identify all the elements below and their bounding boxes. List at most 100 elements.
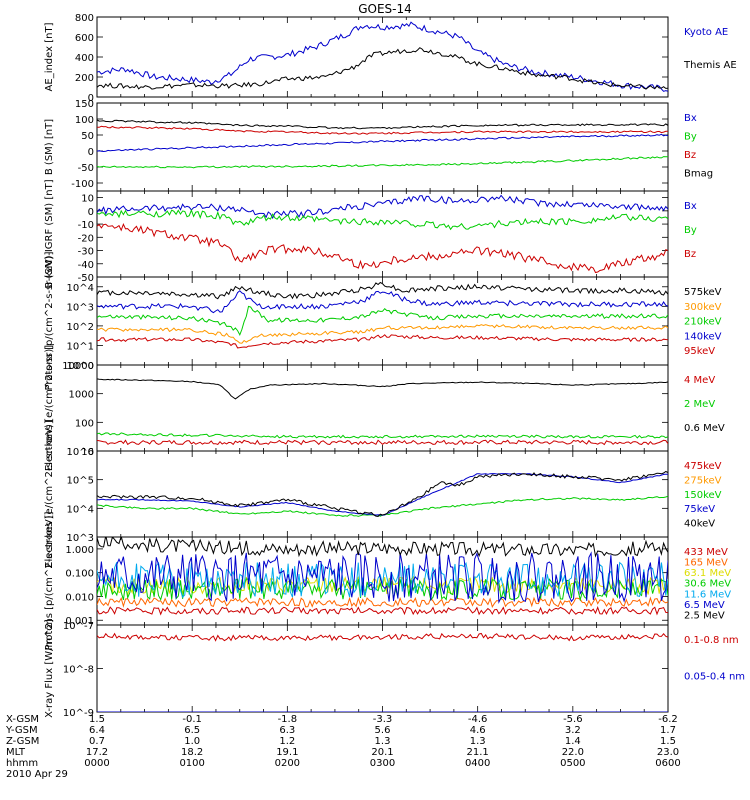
footer-row-label: MLT [6, 747, 26, 758]
footer-value: 0300 [370, 758, 395, 769]
legend-label: 0.1-0.8 nm [684, 635, 739, 646]
footer-value: 0400 [465, 758, 490, 769]
footer-value: 1.3 [470, 736, 486, 747]
series-line [97, 632, 668, 642]
legend-label: 0.6 MeV [684, 423, 725, 434]
legend-label: 6.5 MeV [684, 600, 725, 611]
legend-label: Bx [684, 201, 697, 212]
y-tick-label: 10^-7 [63, 621, 94, 632]
series-line [97, 290, 668, 314]
legend-label: 4 MeV [684, 375, 715, 386]
series-line [97, 495, 668, 517]
y-tick-label: -30 [78, 247, 94, 258]
series-line [97, 208, 668, 231]
y-axis-label: B (SM) [nT] [44, 119, 55, 175]
footer-value: 5.6 [375, 725, 391, 736]
series-line [97, 432, 668, 439]
y-tick-label: 0.100 [65, 569, 94, 580]
y-tick-label: 10^4 [67, 283, 94, 294]
series-line [97, 119, 668, 130]
footer-value: -0.1 [182, 714, 202, 725]
footer-row-label: hhmm [6, 758, 38, 769]
footer-value: 6.4 [89, 725, 105, 736]
y-axis-label: X-ray Flux [W/m^2] [44, 619, 55, 718]
footer-value: 0600 [655, 758, 680, 769]
footer-value: 19.1 [276, 747, 298, 758]
footer-value: 1.0 [184, 736, 200, 747]
y-tick-label: 100 [75, 418, 94, 429]
footer-value: 4.6 [470, 725, 486, 736]
footer-value: 3.2 [565, 725, 581, 736]
panel-frame [96, 102, 669, 192]
footer-value: -5.6 [563, 714, 583, 725]
y-tick-label: 10000 [62, 361, 94, 372]
footer-value: -1.8 [278, 714, 298, 725]
series-line [97, 578, 668, 602]
y-tick-label: 50 [81, 131, 94, 142]
footer-value: 1.5 [660, 736, 676, 747]
panel-electrons2: 10^3 10^4 10^5 10^6 Electrons [e/(cm^2-s-sr-… [44, 420, 722, 568]
legend-label: 63.1 MeV [684, 568, 731, 579]
panel-ae: 0 200 400 600 800 AE_index [nT] Kyoto AE Themis… [44, 13, 737, 104]
y-tick-label: -10 [78, 220, 94, 231]
y-tick-label: 10^3 [67, 533, 94, 544]
footer-value: 6.5 [184, 725, 200, 736]
legend-label: 2 MeV [684, 399, 715, 410]
y-tick-label: 0 [88, 207, 94, 218]
footer-value: 21.1 [467, 747, 489, 758]
legend-label: 210keV [684, 317, 722, 328]
legend-label: 11.6 MeV [684, 589, 731, 600]
y-axis-label: Protons [p/(cm^2-s-sr-keV)] [44, 251, 55, 390]
footer-value: 22.0 [562, 747, 584, 758]
y-tick-label: -40 [78, 260, 94, 271]
y-tick-label: 0.010 [65, 592, 94, 603]
legend-label: 2.5 MeV [684, 610, 725, 621]
chart-title: GOES-14 [358, 2, 412, 16]
legend-label: 433 MeV [684, 547, 728, 558]
legend-label: 475keV [684, 461, 722, 472]
y-tick-label: -50 [78, 273, 94, 284]
footer-value: -6.2 [658, 714, 678, 725]
y-tick-label: 150 [75, 99, 94, 110]
series-line [97, 473, 668, 516]
series-line [97, 21, 668, 92]
legend-label: By [684, 132, 697, 143]
series-line [97, 606, 668, 616]
y-tick-label: 0 [88, 147, 94, 158]
footer-value: 1.4 [565, 736, 581, 747]
y-tick-label: 10^3 [67, 302, 94, 313]
legend-label: 300keV [684, 302, 722, 313]
y-axis-label: AE_index [nT] [44, 22, 55, 91]
y-tick-label: 600 [75, 33, 94, 44]
series-line [97, 378, 668, 400]
panel-bsm: -100 -50 0 50 100 150 B (SM) [nT] Bx By Bz Bmag [44, 99, 713, 192]
panel-protons: 10^0 10^1 10^2 10^3 10^4 Protons [p/(cm^2-s-s… [44, 251, 722, 390]
legend-label: Bmag [684, 169, 713, 180]
legend-label: By [684, 225, 697, 236]
series-line [97, 596, 668, 609]
y-tick-label: 10 [81, 447, 94, 458]
legend-label: 275keV [684, 475, 722, 486]
series-line [97, 133, 668, 153]
panels: 0 200 400 600 800 AE_index [nT] Kyoto AE Themis… [44, 13, 745, 719]
y-tick-label: -50 [78, 163, 94, 174]
series-line [97, 537, 668, 558]
footer-row-label: Y-GSM [5, 725, 38, 736]
footer-value: 1.5 [89, 714, 105, 725]
legend-label: 40keV [684, 519, 715, 530]
footer-value: 0100 [179, 758, 204, 769]
panel-electrons1: 10 100 1000 10000 Electrons [e/(cm^2-s-sr)] 4… [44, 345, 725, 471]
panel-frame [96, 450, 669, 538]
footer-value: 0200 [275, 758, 300, 769]
y-tick-label: 1000 [69, 390, 94, 401]
legend-label: 95keV [684, 346, 715, 357]
series-line [97, 439, 668, 446]
footer-value: -4.6 [468, 714, 488, 725]
y-tick-label: -100 [71, 179, 94, 190]
y-tick-label: 10^0 [67, 361, 94, 372]
footer-value: 0.7 [89, 736, 105, 747]
y-tick-label: 200 [75, 73, 94, 84]
